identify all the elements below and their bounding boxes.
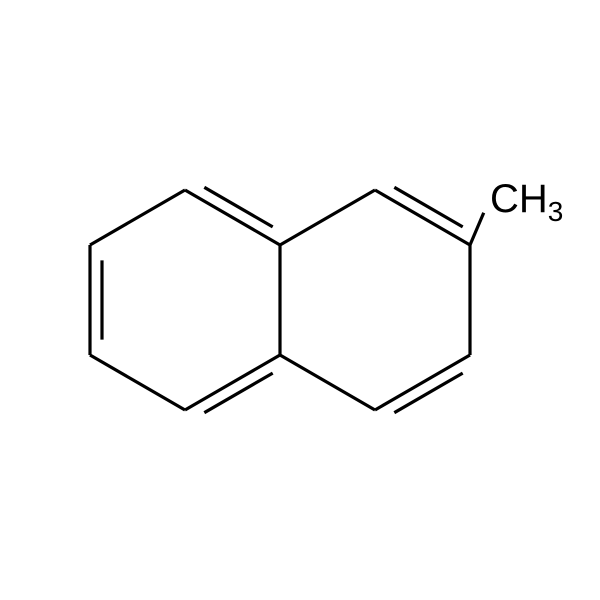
bond-main [375,190,470,245]
bond-main [90,355,185,410]
labels-group: CH3 [490,177,563,227]
bond-main [90,190,185,245]
chemical-structure: CH3 [0,0,600,600]
bond-main [280,190,375,245]
bond-main [185,355,280,410]
bond-main [375,355,470,410]
atom-label-main: CH [490,177,548,221]
bond-main [185,190,280,245]
atom-label-ch3: CH3 [490,177,563,227]
bonds-group [90,187,484,412]
bond-main [470,213,484,245]
bond-main [280,355,375,410]
atom-label-sub: 3 [548,196,564,227]
